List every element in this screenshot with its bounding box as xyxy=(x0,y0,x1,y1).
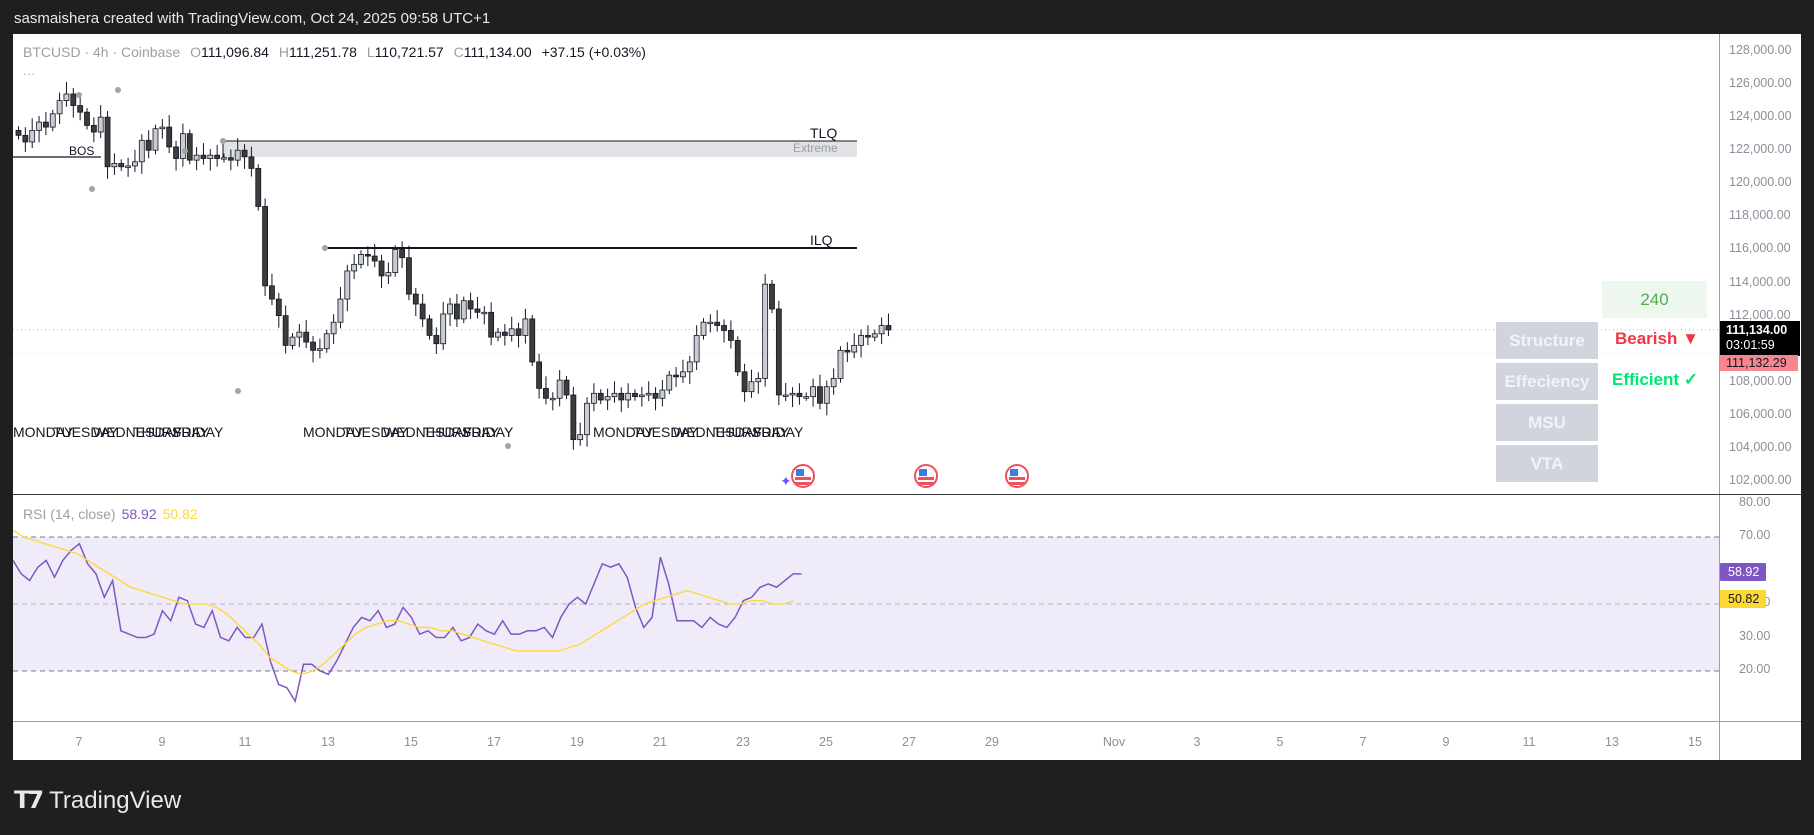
day-label: MONDAY xyxy=(303,424,364,440)
efficiency-value: Efficient ✓ xyxy=(1612,370,1699,389)
rsi-axis-label: 80.00 xyxy=(1739,495,1771,509)
price-axis-label: 102,000.00 xyxy=(1729,472,1792,487)
close-label: C xyxy=(453,44,464,60)
time-axis-label: 25 xyxy=(819,735,833,749)
high-label: H xyxy=(278,44,289,60)
price-axis-label: 114,000.00 xyxy=(1729,274,1791,289)
time-axis-label: 29 xyxy=(985,735,999,749)
day-label: FRIDAY xyxy=(753,424,804,440)
price-axis-border xyxy=(1719,34,1720,760)
time-axis-label: Nov xyxy=(1102,735,1126,749)
price-axis-label: 106,000.00 xyxy=(1729,406,1792,421)
tlq-label: TLQ xyxy=(810,125,838,141)
day-label: MONDAY xyxy=(13,424,74,440)
time-axis-label: 5 xyxy=(1276,735,1284,749)
bar-countdown: 03:01:59 xyxy=(1726,338,1775,352)
chart-canvas[interactable] xyxy=(13,34,1801,760)
bos-label: BOS xyxy=(69,144,95,158)
change-value: +37.15 (+0.03%) xyxy=(541,44,646,60)
timeframe-cell: 240 xyxy=(1602,281,1707,318)
price-axis-label: 112,000.00 xyxy=(1729,307,1791,322)
rsi-value-badge: 58.92 xyxy=(1720,563,1766,581)
rsi-value: 58.92 xyxy=(121,506,157,522)
time-axis-label: 15 xyxy=(404,735,418,749)
open-label: O xyxy=(190,44,201,60)
vta-cell: VTA xyxy=(1496,445,1598,482)
time-axis-label: 13 xyxy=(1605,735,1619,749)
day-label: TUESDAY xyxy=(53,424,119,440)
day-label: THURSDAY xyxy=(133,424,209,440)
more-icon[interactable]: ... xyxy=(23,64,37,78)
day-label: THURSDAY xyxy=(423,424,499,440)
chart-frame[interactable]: BTCUSD · 4h · Coinbase O111,096.84 H111,… xyxy=(13,34,1801,760)
rsi-ma-value: 50.82 xyxy=(162,506,198,522)
bid-price-badge: 111,132.29 xyxy=(1720,355,1798,371)
time-axis-label: 15 xyxy=(1688,735,1702,749)
low-label: L xyxy=(366,44,375,60)
sparkle-icon[interactable]: ✦ xyxy=(780,473,792,489)
rsi-title: RSI (14, close) xyxy=(23,506,116,522)
msu-cell: MSU xyxy=(1496,404,1598,441)
time-axis-label: 17 xyxy=(487,735,501,749)
brand-name: TradingView xyxy=(49,786,182,814)
time-axis-label: 3 xyxy=(1193,735,1201,749)
close-value: 111,134.00 xyxy=(463,44,532,60)
price-axis-label: 104,000.00 xyxy=(1729,439,1792,454)
open-value: 111,096.84 xyxy=(200,44,269,60)
symbol-legend[interactable]: BTCUSD · 4h · Coinbase O111,096.84 H111,… xyxy=(23,44,646,60)
rsi-axis-label: 70.00 xyxy=(1739,528,1771,542)
price-axis-label: 124,000.00 xyxy=(1729,109,1792,124)
day-label: TUESDAY xyxy=(343,424,409,440)
structure-value: Bearish ▼ xyxy=(1615,329,1699,348)
time-axis-label: 11 xyxy=(238,735,252,749)
economic-event-us-flag-icon[interactable] xyxy=(791,464,815,488)
rsi-axis-label: 20.00 xyxy=(1739,662,1771,676)
tradingview-logo[interactable]: 𝗧𝟳 TradingView xyxy=(14,786,181,815)
symbol-info[interactable]: BTCUSD · 4h · Coinbase xyxy=(23,44,181,60)
economic-event-us-flag-icon[interactable] xyxy=(1005,464,1029,488)
price-axis-label: 116,000.00 xyxy=(1729,241,1791,256)
price-axis-label: 120,000.00 xyxy=(1729,175,1792,190)
day-label: WEDNESDAY xyxy=(93,424,183,440)
time-axis-border xyxy=(13,721,1801,722)
pane-separator[interactable] xyxy=(13,494,1801,495)
day-label: WEDNESDAY xyxy=(673,424,763,440)
economic-event-us-flag-icon[interactable] xyxy=(914,464,938,488)
time-axis-label: 11 xyxy=(1522,735,1536,749)
ilq-label: ILQ xyxy=(810,232,833,248)
day-label: FRIDAY xyxy=(463,424,514,440)
time-axis-label: 9 xyxy=(1442,735,1450,749)
rsi-axis-label: 30.00 xyxy=(1739,629,1771,643)
time-axis-label: 9 xyxy=(158,735,166,749)
tradingview-logo-icon: 𝗧𝟳 xyxy=(14,787,44,814)
rsi-legend[interactable]: RSI (14, close) 58.92 50.82 xyxy=(23,506,198,522)
day-label: MONDAY xyxy=(593,424,654,440)
time-axis-label: 21 xyxy=(653,735,667,749)
efficiency-cell: Effeciency xyxy=(1496,363,1598,400)
day-label: FRIDAY xyxy=(173,424,224,440)
day-label: WEDNESDAY xyxy=(383,424,473,440)
structure-cell: Structure xyxy=(1496,322,1598,359)
price-axis-label: 126,000.00 xyxy=(1729,76,1792,91)
price-axis-label: 118,000.00 xyxy=(1729,208,1791,223)
attribution-text: sasmaishera created with TradingView.com… xyxy=(14,10,491,27)
price-axis-label: 122,000.00 xyxy=(1729,142,1792,157)
high-value: 111,251.78 xyxy=(288,44,357,60)
current-price-badge: 111,134.00 03:01:59 xyxy=(1720,321,1800,356)
current-price: 111,134.00 xyxy=(1726,323,1788,337)
price-axis-label: 128,000.00 xyxy=(1729,43,1792,57)
price-axis-label: 108,000.00 xyxy=(1729,373,1792,388)
time-axis-label: 27 xyxy=(902,735,916,749)
time-axis-label: 23 xyxy=(736,735,750,749)
day-label: TUESDAY xyxy=(633,424,699,440)
rsi-ma-badge: 50.82 xyxy=(1720,590,1766,608)
time-axis-label: 7 xyxy=(1359,735,1367,749)
time-axis-label: 19 xyxy=(570,735,584,749)
time-axis-label: 7 xyxy=(75,735,83,749)
day-label: THURSDAY xyxy=(713,424,789,440)
low-value: 110,721.57 xyxy=(374,44,444,60)
time-axis-label: 13 xyxy=(321,735,335,749)
extreme-label: Extreme xyxy=(793,141,838,155)
